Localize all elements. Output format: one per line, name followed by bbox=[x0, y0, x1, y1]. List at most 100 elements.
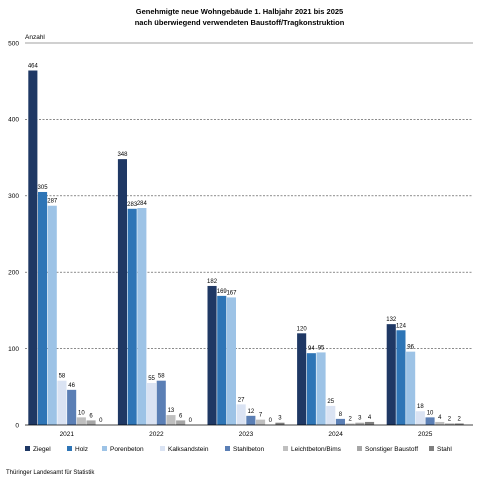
data-label: 4 bbox=[438, 415, 442, 421]
bar-leichtbeton-bims-2022 bbox=[166, 415, 176, 425]
bar-leichtbeton-bims-2021 bbox=[76, 417, 86, 425]
data-label: 25 bbox=[327, 399, 334, 405]
data-label: 96 bbox=[407, 345, 414, 351]
source-note: Thüringer Landesamt für Statistik bbox=[6, 470, 95, 476]
data-label: 12 bbox=[248, 409, 255, 415]
data-label: 132 bbox=[386, 317, 397, 323]
y-tick-label: 400 bbox=[8, 117, 19, 124]
data-label: 284 bbox=[137, 201, 148, 207]
legend-swatch bbox=[25, 446, 30, 451]
legend-swatch bbox=[283, 446, 288, 451]
bar-stahl-2023 bbox=[275, 422, 285, 425]
data-label: 18 bbox=[417, 404, 424, 410]
chart-subtitle: nach überwiegend verwendeten Baustoff/Tr… bbox=[135, 18, 345, 27]
data-label: 348 bbox=[117, 152, 128, 158]
y-tick-label: 300 bbox=[8, 193, 19, 200]
bar-stahlbeton-2024 bbox=[335, 418, 345, 425]
legend: Ziegel Holz Porenbeton Kalksandstein Stahlbe… bbox=[25, 446, 452, 453]
legend-label: Stahlbeton bbox=[233, 446, 264, 453]
bar-kalksandstein-2024 bbox=[326, 405, 336, 425]
gridlines bbox=[25, 42, 473, 349]
bar-stahlbeton-2021 bbox=[67, 389, 77, 425]
legend-label: Sonstiger Baustoff bbox=[365, 446, 418, 453]
data-label: 0 bbox=[99, 418, 103, 424]
y-ticks: 0 100 200 300 400 500 bbox=[8, 40, 19, 429]
data-label: 3 bbox=[278, 416, 282, 422]
bar-stahlbeton-2022 bbox=[156, 380, 166, 425]
bar-sonstiger-baustoff-2024 bbox=[355, 422, 365, 425]
bar-kalksandstein-2025 bbox=[415, 411, 425, 425]
data-label: 58 bbox=[59, 374, 66, 380]
bar-porenbeton-2025 bbox=[406, 351, 416, 425]
bar-kalksandstein-2021 bbox=[57, 380, 67, 425]
bar-holz-2025 bbox=[396, 330, 406, 425]
bar-holz-2022 bbox=[127, 208, 137, 425]
data-label: 4 bbox=[368, 415, 372, 421]
data-label: 6 bbox=[89, 413, 93, 419]
data-label: 2 bbox=[348, 416, 352, 422]
data-label: 124 bbox=[396, 323, 407, 329]
bar-kalksandstein-2023 bbox=[236, 404, 246, 425]
legend-label: Holz bbox=[75, 446, 88, 453]
data-label: 46 bbox=[68, 383, 75, 389]
bar-holz-2023 bbox=[217, 295, 227, 425]
data-label: 6 bbox=[179, 413, 183, 419]
bar-leichtbeton-bims-2023 bbox=[256, 419, 266, 425]
bar-stahlbeton-2025 bbox=[425, 417, 435, 425]
bar-stahlbeton-2023 bbox=[246, 415, 256, 425]
data-label: 10 bbox=[427, 410, 434, 416]
data-label: 167 bbox=[226, 290, 237, 296]
bar-sonstiger-baustoff-2021 bbox=[86, 420, 96, 425]
bar-sonstiger-baustoff-2022 bbox=[176, 420, 186, 425]
bar-stahl-2024 bbox=[365, 421, 375, 425]
legend-swatch bbox=[102, 446, 107, 451]
data-label: 13 bbox=[168, 408, 175, 414]
legend-swatch bbox=[160, 446, 165, 451]
x-tick-label: 2025 bbox=[418, 431, 433, 438]
legend-label: Stahl bbox=[437, 446, 452, 453]
bar-ziegel-2022 bbox=[117, 159, 127, 426]
data-label: 55 bbox=[148, 376, 155, 382]
bar-porenbeton-2024 bbox=[316, 352, 326, 425]
bar-holz-2021 bbox=[38, 191, 48, 425]
data-label: 0 bbox=[189, 418, 193, 424]
x-tick-label: 2022 bbox=[149, 431, 164, 438]
data-label: 182 bbox=[207, 279, 218, 285]
legend-swatch bbox=[357, 446, 362, 451]
legend-label: Ziegel bbox=[33, 446, 51, 453]
legend-label: Porenbeton bbox=[110, 446, 144, 453]
data-label: 8 bbox=[339, 412, 343, 418]
bar-holz-2024 bbox=[306, 353, 316, 425]
data-label: 7 bbox=[259, 413, 263, 419]
data-label: 287 bbox=[47, 199, 58, 205]
bars bbox=[28, 70, 464, 426]
data-label: 95 bbox=[318, 345, 325, 351]
bar-ziegel-2024 bbox=[297, 333, 307, 425]
y-axis-label: Anzahl bbox=[25, 34, 45, 41]
legend-label: Kalksandstein bbox=[168, 446, 209, 453]
y-tick-label: 100 bbox=[8, 346, 19, 353]
data-label: 10 bbox=[78, 410, 85, 416]
legend-label: Leichtbeton/Bims bbox=[291, 446, 342, 453]
legend-swatch bbox=[429, 446, 434, 451]
data-label: 58 bbox=[158, 374, 165, 380]
y-tick-label: 200 bbox=[8, 270, 19, 277]
bar-stahl-2025 bbox=[454, 423, 464, 425]
bar-ziegel-2025 bbox=[386, 324, 396, 425]
x-tick-label: 2024 bbox=[328, 431, 343, 438]
data-label: 94 bbox=[308, 346, 315, 352]
data-label: 3 bbox=[358, 416, 362, 422]
legend-swatch bbox=[225, 446, 230, 451]
legend-swatch bbox=[67, 446, 72, 451]
x-tick-label: 2021 bbox=[60, 431, 75, 438]
bar-porenbeton-2022 bbox=[137, 208, 147, 425]
bar-ziegel-2023 bbox=[207, 285, 217, 425]
data-label: 27 bbox=[238, 397, 245, 403]
y-tick-label: 500 bbox=[8, 40, 19, 47]
data-label: 2 bbox=[448, 416, 452, 422]
data-label: 305 bbox=[38, 185, 49, 191]
bar-ziegel-2021 bbox=[28, 70, 38, 425]
y-tick-label: 0 bbox=[15, 422, 19, 429]
data-label: 2 bbox=[457, 416, 461, 422]
